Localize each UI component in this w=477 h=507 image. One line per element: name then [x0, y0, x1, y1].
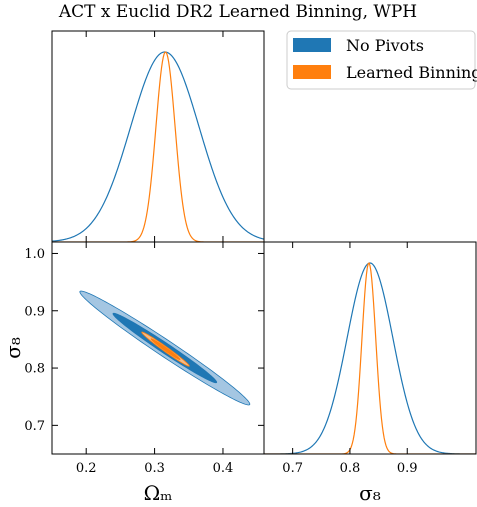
omega-m-marginal-panel [51, 30, 265, 243]
legend-swatch-learned-binning [293, 65, 331, 79]
x-tick-label-sigma8: 0.7 [282, 461, 303, 476]
marginal-curve-learned-binning [52, 51, 264, 242]
contour-68-learned-binning [150, 338, 181, 360]
sigma8-marginal-panel: 0.7 0.8 0.9 [263, 241, 477, 476]
x-tick-label-omega-m: 0.2 [76, 461, 97, 476]
x-axis-label-omega-m: Ωₘ [144, 481, 173, 505]
joint-contour-panel: 0.2 0.3 0.4 0.7 0.8 0.9 1.0 [24, 241, 265, 476]
y-axis-label-sigma8: σ₈ [1, 337, 25, 359]
x-axis-label-sigma8: σ₈ [359, 481, 381, 505]
legend-label-learned-binning: Learned Binning [346, 63, 477, 82]
omega-m-marginal-frame [51, 30, 265, 243]
legend: No Pivots Learned Binning [286, 30, 477, 90]
marginal-curve-no-pivots [264, 262, 476, 454]
legend-swatch-no-pivots [293, 38, 331, 52]
x-tick-label-sigma8: 0.9 [397, 461, 418, 476]
x-tick-label-omega-m: 0.3 [144, 461, 165, 476]
chart-title: ACT x Euclid DR2 Learned Binning, WPH [58, 2, 417, 22]
x-tick-label-omega-m: 0.4 [213, 461, 234, 476]
y-tick-label-sigma8: 0.9 [24, 304, 45, 319]
marginal-curve-no-pivots [52, 51, 264, 242]
legend-label-no-pivots: No Pivots [346, 36, 424, 55]
y-tick-label-sigma8: 0.7 [24, 419, 45, 434]
y-tick-label-sigma8: 1.0 [24, 247, 45, 262]
y-tick-label-sigma8: 0.8 [24, 362, 45, 377]
marginal-curve-learned-binning [264, 262, 476, 454]
legend-box [286, 30, 476, 90]
x-tick-label-sigma8: 0.8 [340, 461, 361, 476]
sigma8-marginal-frame [263, 241, 477, 455]
